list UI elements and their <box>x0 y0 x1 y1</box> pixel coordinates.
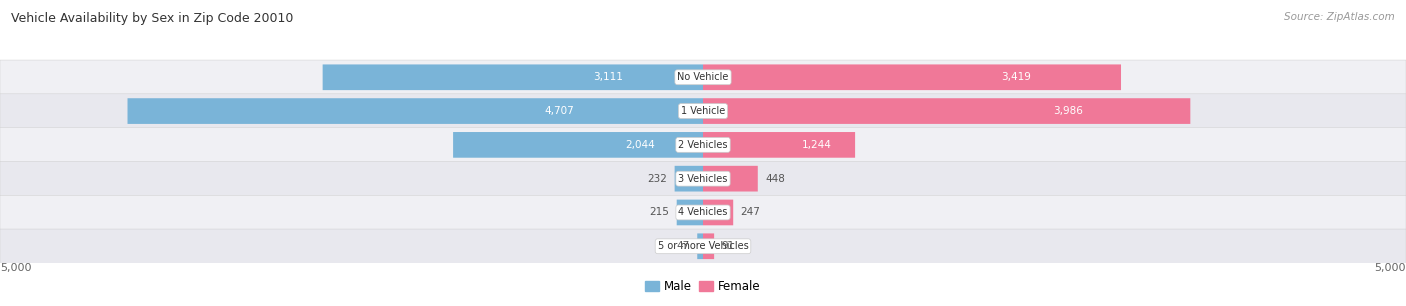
Text: 1,244: 1,244 <box>803 140 832 150</box>
Text: 247: 247 <box>741 207 761 218</box>
FancyBboxPatch shape <box>675 166 703 192</box>
Text: 5,000: 5,000 <box>0 263 31 273</box>
FancyBboxPatch shape <box>0 229 1406 263</box>
Text: 3,111: 3,111 <box>593 72 623 82</box>
Text: 3,419: 3,419 <box>1001 72 1032 82</box>
Text: 91: 91 <box>721 241 735 251</box>
Text: Vehicle Availability by Sex in Zip Code 20010: Vehicle Availability by Sex in Zip Code … <box>11 12 294 25</box>
Text: Source: ZipAtlas.com: Source: ZipAtlas.com <box>1284 12 1395 22</box>
FancyBboxPatch shape <box>322 65 703 90</box>
FancyBboxPatch shape <box>0 195 1406 230</box>
FancyBboxPatch shape <box>703 233 714 259</box>
FancyBboxPatch shape <box>0 60 1406 95</box>
FancyBboxPatch shape <box>676 200 703 225</box>
FancyBboxPatch shape <box>128 98 703 124</box>
Text: 1 Vehicle: 1 Vehicle <box>681 106 725 116</box>
FancyBboxPatch shape <box>0 128 1406 162</box>
FancyBboxPatch shape <box>703 166 758 192</box>
Text: 4 Vehicles: 4 Vehicles <box>678 207 728 218</box>
Text: 3 Vehicles: 3 Vehicles <box>678 174 728 184</box>
FancyBboxPatch shape <box>0 162 1406 196</box>
FancyBboxPatch shape <box>703 65 1121 90</box>
Text: 5 or more Vehicles: 5 or more Vehicles <box>658 241 748 251</box>
Text: 4,707: 4,707 <box>544 106 574 116</box>
FancyBboxPatch shape <box>703 200 733 225</box>
Text: 5,000: 5,000 <box>1375 263 1406 273</box>
Text: 47: 47 <box>676 241 690 251</box>
FancyBboxPatch shape <box>697 233 703 259</box>
FancyBboxPatch shape <box>0 94 1406 128</box>
Text: No Vehicle: No Vehicle <box>678 72 728 82</box>
Legend: Male, Female: Male, Female <box>641 276 765 298</box>
Text: 2,044: 2,044 <box>626 140 655 150</box>
Text: 2 Vehicles: 2 Vehicles <box>678 140 728 150</box>
FancyBboxPatch shape <box>703 132 855 158</box>
Text: 232: 232 <box>647 174 668 184</box>
Text: 448: 448 <box>765 174 785 184</box>
FancyBboxPatch shape <box>453 132 703 158</box>
Text: 3,986: 3,986 <box>1053 106 1084 116</box>
Text: 215: 215 <box>650 207 669 218</box>
FancyBboxPatch shape <box>703 98 1191 124</box>
